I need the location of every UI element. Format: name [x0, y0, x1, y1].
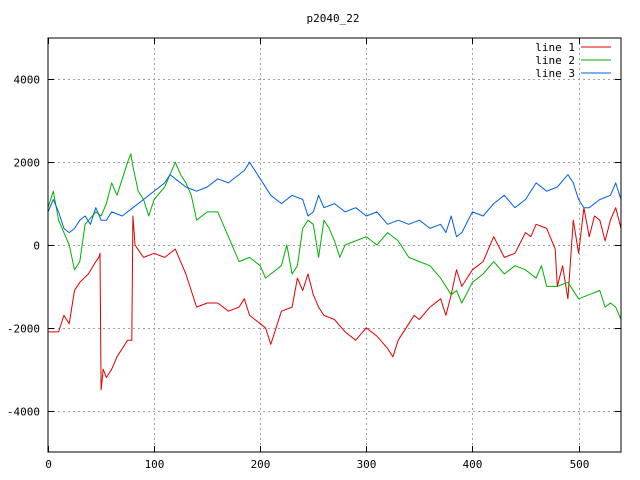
y-tick-label: 0	[33, 240, 40, 253]
legend-label: line 3	[535, 67, 575, 80]
chart-title: p2040_22	[307, 12, 360, 25]
x-tick-label: 200	[251, 458, 271, 471]
x-tick-label: 400	[463, 458, 483, 471]
y-tick-label: -2000	[7, 323, 40, 336]
y-tick-label: 2000	[14, 157, 41, 170]
y-tick-label: -4000	[7, 406, 40, 419]
axis-ticks: 0 100 200 300 400 500 -4000 -2000 0 2000 4000	[7, 38, 621, 471]
legend-label: line 2	[535, 54, 575, 67]
grid	[48, 38, 621, 452]
series-line-3	[47, 161, 622, 238]
plot-frame	[47, 37, 622, 453]
x-tick-label: 0	[45, 458, 52, 471]
x-tick-label: 500	[570, 458, 590, 471]
x-tick-label: 300	[357, 458, 377, 471]
legend-label: line 1	[535, 41, 575, 54]
series-line-2	[47, 153, 622, 320]
series-line-1	[48, 207, 622, 391]
y-tick-label: 4000	[14, 74, 41, 87]
x-tick-label: 100	[145, 458, 165, 471]
plot-area	[47, 153, 622, 391]
